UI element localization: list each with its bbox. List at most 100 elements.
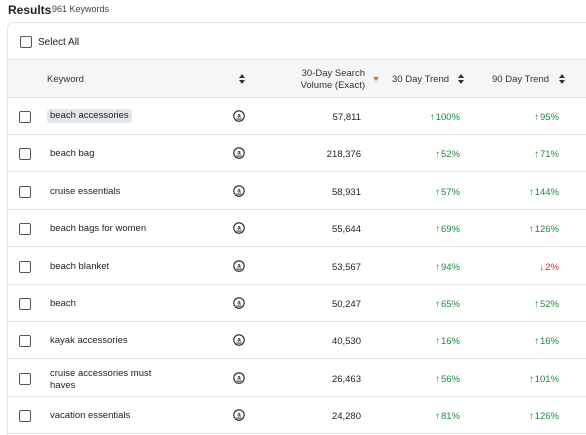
keyword-count: 961 Keywords [52,4,110,14]
trend-30-day: ↑52% [435,149,460,160]
table-row[interactable]: beach a 50,247 ↑65% ↑52% [8,285,586,322]
row-checkbox[interactable] [19,335,31,348]
table-row[interactable]: kayak accessories a 40,530 ↑16% ↑16% [8,322,586,360]
search-volume: 24,280 [331,411,361,423]
svg-text:a: a [237,114,241,120]
trend-value: 56% [440,373,460,385]
sort-icon[interactable] [558,73,566,85]
keyword-cell[interactable]: beach bags for women [50,223,147,235]
row-checkbox[interactable] [19,185,31,198]
trend-90-day: ↑126% [529,224,559,235]
column-header-volume-line2: Volume (Exact) [300,80,365,91]
trend-value: 94% [440,261,460,273]
arrow-up-icon: ↑ [533,336,539,348]
trend-value: 52% [539,299,559,310]
trend-90-day: ↑101% [529,374,559,385]
amazon-icon[interactable]: a [233,222,245,234]
table-row[interactable]: cruise essentials a 58,931 ↑57% ↑144% [8,173,586,210]
amazon-icon[interactable]: a [233,297,245,309]
trend-90-day: ↓2% [539,262,559,273]
arrow-up-icon: ↑ [434,411,440,423]
trend-90-day: ↑16% [534,336,559,347]
trend-90-day: ↑144% [529,187,559,198]
table-row[interactable]: beach blanket a 53,567 ↑94% ↓2% [8,248,586,285]
arrow-up-icon: ↑ [434,261,440,273]
keyword-cell[interactable]: beach accessories [47,109,132,123]
trend-value: 71% [539,149,559,161]
table-row[interactable]: beach bags for women a 55,644 ↑69% ↑126% [8,210,586,248]
trend-90-day: ↑126% [529,411,559,422]
keyword-cell[interactable]: beach blanket [50,260,110,272]
trend-value: 144% [534,186,559,198]
amazon-icon[interactable]: a [233,147,245,160]
table-row[interactable]: vacation essentials a 24,280 ↑81% ↑126% [8,397,586,435]
trend-value: 2% [545,261,559,273]
row-checkbox[interactable] [19,223,31,236]
svg-text:a: a [237,263,241,269]
select-all-checkbox[interactable] [20,36,32,48]
row-checkbox[interactable] [19,148,31,161]
results-table: Select All Keyword 30-Day Search Volume … [7,22,586,435]
column-header-trend30[interactable]: 30 Day Trend [392,74,450,85]
search-volume: 55,644 [331,224,361,236]
sort-icon[interactable] [238,73,246,85]
svg-text:a: a [237,151,241,157]
arrow-up-icon: ↑ [434,186,440,198]
amazon-icon[interactable]: a [233,259,245,272]
arrow-up-icon: ↑ [434,299,440,310]
arrow-up-icon: ↑ [434,373,440,385]
keyword-line: haves [50,379,76,391]
trend-value: 126% [534,411,559,423]
column-header-keyword[interactable]: Keyword [47,74,84,85]
sort-desc-icon[interactable] [373,77,379,82]
arrow-up-icon: ↑ [533,299,539,310]
arrow-up-icon: ↑ [533,112,539,123]
sort-icon[interactable] [457,73,465,85]
keyword-cell[interactable]: beach [50,298,76,309]
row-checkbox[interactable] [19,410,31,423]
amazon-icon[interactable]: a [233,334,245,347]
table-header: Keyword 30-Day Search Volume (Exact) 30 … [8,60,586,98]
trend-90-day: ↑52% [534,299,559,310]
trend-value: 69% [440,224,460,236]
keyword-cell[interactable]: vacation essentials [50,410,131,422]
amazon-icon[interactable]: a [233,185,245,197]
svg-text:a: a [237,188,241,194]
keyword-cell[interactable]: kayak accessories [50,335,128,347]
trend-30-day: ↑69% [435,224,460,235]
select-all-bar: Select All [8,23,586,60]
search-volume: 57,811 [332,112,361,123]
keyword-cell[interactable]: cruise essentials [50,185,121,197]
amazon-icon[interactable]: a [233,110,245,122]
row-checkbox[interactable] [19,372,31,385]
arrow-up-icon: ↑ [434,224,440,236]
search-volume: 50,247 [331,299,361,310]
trend-30-day: ↑16% [435,336,460,347]
results-header: Results 961 Keywords [0,0,586,22]
arrow-up-icon: ↑ [528,224,534,236]
keyword-cell[interactable]: cruise accessories must haves [50,368,151,392]
column-header-trend90[interactable]: 90 Day Trend [492,74,550,85]
amazon-icon[interactable]: a [233,372,245,384]
table-row[interactable]: beach bag a 218,376 ↑52% ↑71% [8,135,586,173]
arrow-up-icon: ↑ [528,186,534,198]
column-header-volume-line1: 30-Day Search [301,68,365,79]
search-volume: 53,567 [331,261,361,273]
search-volume: 58,931 [331,186,361,198]
row-checkbox[interactable] [19,298,31,310]
trend-value: 95% [539,112,559,123]
table-row[interactable]: cruise accessories must haves a 26,463 ↑56% ↑… [8,360,586,397]
trend-value: 16% [539,336,559,348]
trend-30-day: ↑94% [435,262,460,273]
table-row[interactable]: beach accessories a 57,811 ↑100% ↑95% [8,98,586,135]
search-volume: 40,530 [331,336,361,348]
row-checkbox[interactable] [19,111,31,123]
trend-30-day: ↑57% [435,187,460,198]
svg-text:a: a [237,226,241,232]
row-checkbox[interactable] [19,260,31,273]
amazon-icon[interactable]: a [233,409,245,421]
trend-value: 126% [534,224,559,236]
column-header-volume[interactable]: 30-Day Search Volume (Exact) [281,68,365,92]
arrow-up-icon: ↑ [533,149,539,161]
keyword-cell[interactable]: beach bag [50,148,95,160]
